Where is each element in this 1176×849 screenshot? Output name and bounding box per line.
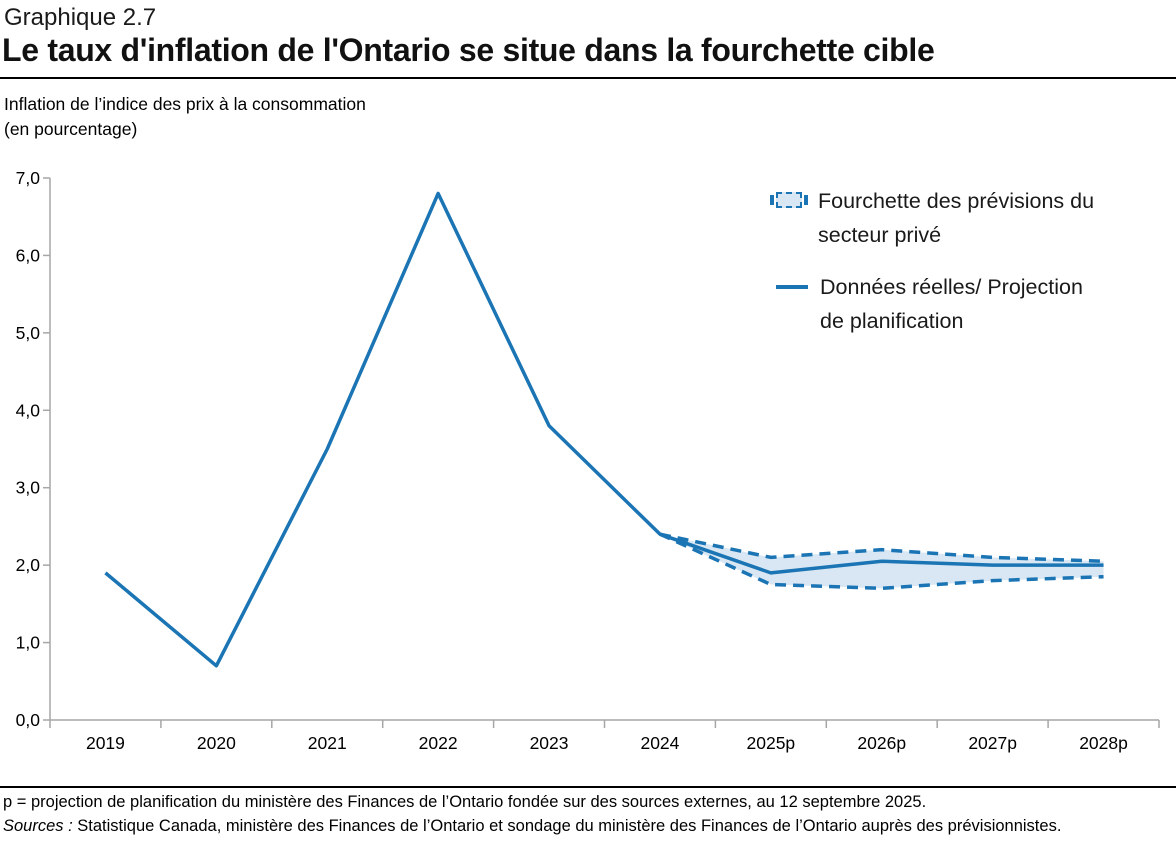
sources-note: Sources : Statistique Canada, ministère … [3,817,1061,836]
legend-label-line: secteur privé [818,223,942,247]
x-tick-label: 2020 [197,733,236,753]
x-tick-label: 2027p [968,733,1017,753]
sources-text: Statistique Canada, ministère des Financ… [72,817,1062,835]
band-upper-dashed-line [659,532,1104,564]
legend-label-forecast-range: Fourchette des prévisions du secteur pri… [818,184,1094,252]
legend-label-actual-projection: Données réelles/ Projection de planifica… [820,270,1083,338]
y-tick-label: 3,0 [16,478,41,498]
y-tick-label: 0,0 [16,710,41,730]
chart-area: 0,0 1,0 2,0 3,0 4,0 5,0 6,0 7,0 2019 2020 2021 2022… [0,160,1176,782]
x-tick-label: 2026p [857,733,906,753]
page-title: Le taux d'inflation de l'Ontario se situ… [2,32,935,68]
x-tick-label: 2024 [640,733,679,753]
x-tick-label: 2021 [308,733,347,753]
title-divider [0,77,1176,79]
y-tick-label: 1,0 [16,633,41,653]
legend-label-line: de planification [820,309,964,333]
chart-unit-label: (en pourcentage) [4,119,138,139]
solid-line-swatch-icon [776,285,808,289]
y-tick-label: 2,0 [16,555,41,575]
data-line [104,191,1104,668]
y-tick-label: 7,0 [16,168,41,188]
forecast-band-swatch-icon [770,192,808,208]
chart-legend: Fourchette des prévisions du secteur pri… [770,184,1174,356]
y-tick-label: 4,0 [16,400,41,420]
legend-label-line: Fourchette des prévisions du [818,189,1095,213]
x-tick-label: 2023 [530,733,569,753]
y-tick-label: 6,0 [16,245,41,265]
swatch-bar-left [770,195,774,205]
sources-label: Sources : [3,817,73,835]
band-lower-dashed-line [659,532,1104,591]
y-tick-label: 5,0 [16,323,41,343]
footer-divider [0,786,1176,788]
legend-item-forecast-range: Fourchette des prévisions du secteur pri… [770,184,1174,252]
x-tick-label: 2022 [419,733,458,753]
x-tick-label: 2019 [86,733,125,753]
swatch-bar-right [804,195,808,205]
legend-label-line: Données réelles/ Projection [820,275,1083,299]
figure-label: Graphique 2.7 [4,4,157,31]
legend-item-actual-projection: Données réelles/ Projection de planifica… [776,270,1174,338]
x-tick-label: 2028p [1079,733,1128,753]
x-tick-label: 2025p [747,733,796,753]
swatch-dashed-box [776,192,802,208]
footnote: p = projection de planification du minis… [3,793,927,811]
chart-subtitle: Inflation de l’indice des prix à la cons… [4,94,366,114]
inflation-line-chart: 0,0 1,0 2,0 3,0 4,0 5,0 6,0 7,0 2019 2020 2021 2022… [16,168,1160,753]
